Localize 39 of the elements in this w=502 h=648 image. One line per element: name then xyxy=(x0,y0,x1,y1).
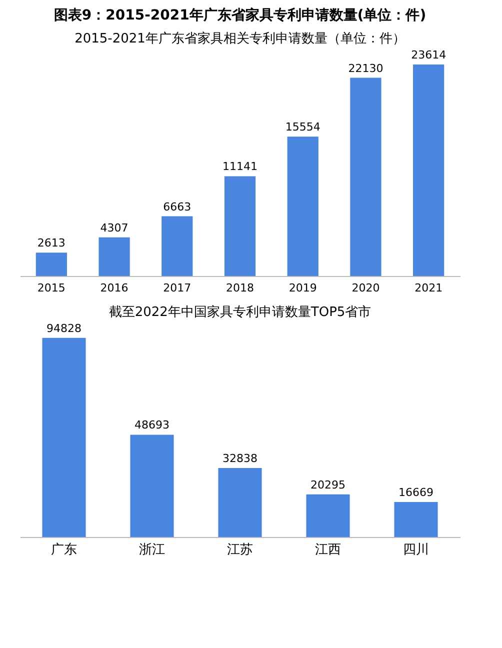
x-tick-label: 四川 xyxy=(403,542,429,558)
bar xyxy=(224,176,256,276)
x-tick-label: 广东 xyxy=(51,542,77,558)
chart-title: 图表9：2015-2021年广东省家具专利申请数量(单位：件) xyxy=(54,6,426,24)
data-label: 22130 xyxy=(348,62,384,75)
data-label: 2613 xyxy=(37,236,66,250)
bar xyxy=(287,136,318,276)
bar xyxy=(394,502,438,537)
bar xyxy=(413,64,444,276)
x-tick-label: 2016 xyxy=(100,282,128,294)
bar xyxy=(162,216,193,276)
data-label: 23614 xyxy=(411,48,446,62)
x-tick-label: 江西 xyxy=(315,542,341,558)
data-label: 32838 xyxy=(222,452,258,466)
data-label: 48693 xyxy=(134,418,170,432)
x-tick-label: 2015 xyxy=(37,282,66,294)
x-tick-label: 2019 xyxy=(288,282,317,294)
x-tick-label: 2020 xyxy=(352,282,380,294)
bar xyxy=(306,494,350,537)
x-tick-label: 2018 xyxy=(226,282,254,294)
bar xyxy=(98,237,130,276)
chart-subtitle: 2015-2021年广东省家具相关专利申请数量（单位：件） xyxy=(74,30,406,46)
bar xyxy=(350,78,382,276)
chart-title: 截至2022年中国家具专利申请数量TOP5省市 xyxy=(108,304,372,320)
x-tick-label: 2017 xyxy=(163,282,192,294)
bar xyxy=(130,434,174,537)
bar xyxy=(36,252,67,276)
data-label: 94828 xyxy=(46,322,82,335)
data-label: 20295 xyxy=(310,478,346,492)
x-tick-label: 江苏 xyxy=(227,542,253,558)
x-tick-label: 浙江 xyxy=(139,542,165,558)
data-label: 15554 xyxy=(285,120,320,134)
bar xyxy=(218,468,262,537)
data-label: 16669 xyxy=(398,486,434,499)
bar xyxy=(42,338,86,537)
x-tick-label: 2021 xyxy=(414,282,443,294)
data-label: 4307 xyxy=(100,221,128,234)
data-label: 6663 xyxy=(163,200,192,214)
data-label: 11141 xyxy=(222,160,258,174)
